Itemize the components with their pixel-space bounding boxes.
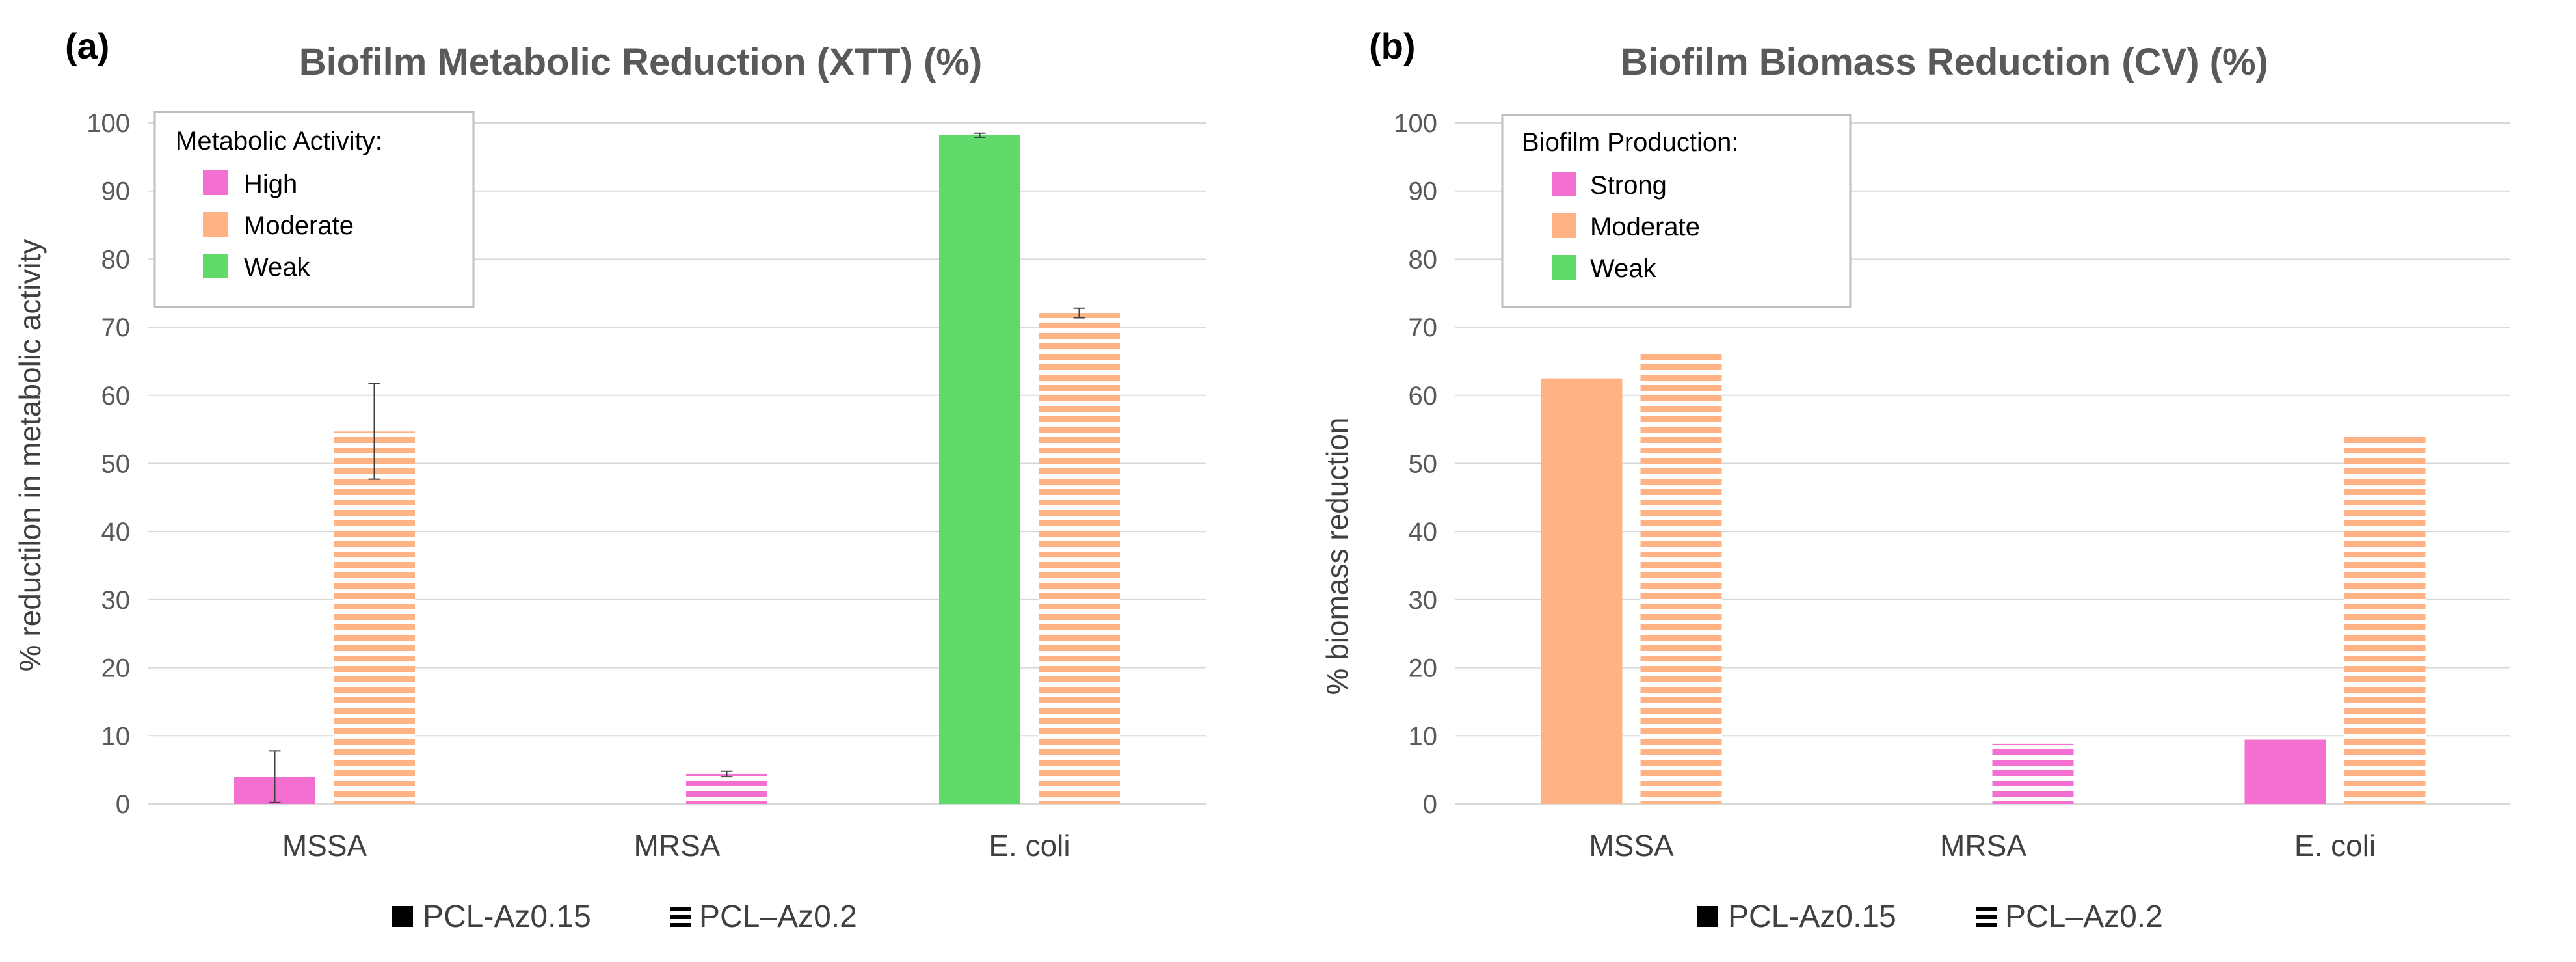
panel-b-legend-label-weak: Weak [1590,254,1657,283]
panel-a-bar-mssa-striped [334,431,415,804]
panel-a-series-label-solid: PCL-Az0.15 [423,900,591,934]
panel-a-series-label-striped: PCL–Az0.2 [699,900,857,934]
panel-a-error-bar [1073,307,1085,319]
panel-b-y-tick-label: 30 [1409,586,1438,615]
panel-a-legend-swatch-moderate [203,212,228,237]
panel-b-y-tick-label: 60 [1409,382,1438,410]
panel-b-legend-label-moderate: Moderate [1590,213,1700,241]
panel-b-bar-ecoli-solid [2244,739,2326,804]
striped-lines-icon [670,907,691,927]
panel-b-y-tick-label: 90 [1409,178,1438,206]
panel-b-bar-mrsa-striped [1992,743,2074,804]
panel-b-bar-mssa-solid [1541,378,1623,804]
panel-a-error-bar [368,383,380,480]
panel-a-series-legend: PCL-Az0.15 PCL–Az0.2 [392,900,857,934]
panel-a-title: Biofilm Metabolic Reduction (XTT) (%) [299,41,982,83]
panel-b-y-tick-label: 0 [1423,790,1437,819]
panel-b-chart: (b) Biofilm Biomass Reduction (CV) (%) %… [1320,25,2510,862]
panel-b-y-axis-label: % biomass reduction [1320,418,1354,695]
striped-lines-icon [1976,907,1997,927]
panel-a-y-tick-label: 100 [86,109,130,138]
panel-a-y-tick-label: 60 [101,382,131,410]
panel-b-title: Biofilm Biomass Reduction (CV) (%) [1621,41,2268,83]
panel-b-y-tick-label: 50 [1409,450,1438,479]
panel-b-legend-swatch-moderate [1552,213,1576,238]
panel-a-error-bar [974,132,986,138]
panel-a-legend: Metabolic Activity: High Moderate Weak [153,111,475,308]
panel-a-legend-label-high: High [244,170,297,198]
panel-a-y-tick-label: 50 [101,450,131,479]
panel-a-legend-title: Metabolic Activity: [176,127,382,155]
panel-a-y-tick-label: 20 [101,654,131,683]
panel-a-y-tick-label: 10 [101,722,131,751]
panel-a-category-label: E. coli [989,829,1070,862]
panel-b-y-tick-label: 80 [1409,245,1438,274]
panel-a-legend-label-moderate: Moderate [244,211,354,240]
panel-a-error-bar [269,750,281,803]
panel-b-category-label: E. coli [2294,829,2376,862]
panel-b-series-label-solid: PCL-Az0.15 [1728,900,1896,934]
panel-a-category-label: MRSA [634,829,721,862]
panel-a-bar-ecoli-solid [939,135,1020,805]
panel-a-error-bar [721,770,733,778]
panel-a-legend-swatch-high [203,170,228,195]
panel-b-label: (b) [1369,25,1416,66]
panel-b-y-tick-label: 70 [1409,314,1438,342]
panel-a-legend-swatch-weak [203,254,228,278]
solid-square-icon [392,906,413,927]
panel-a-y-tick-label: 40 [101,518,131,546]
panel-a-label: (a) [65,25,109,66]
panel-a-y-tick-label: 30 [101,586,131,615]
panel-b-legend: Biofilm Production: Strong Moderate Weak [1501,114,1852,308]
panel-a-category-label: MSSA [282,829,367,862]
panel-b-legend-swatch-strong [1552,172,1576,196]
panel-a-chart: (a) Biofilm Metabolic Reduction (XTT) (%… [13,25,1206,862]
panel-b-y-tick-label: 40 [1409,518,1438,546]
panel-b-bar-ecoli-striped [2344,434,2426,804]
panel-a-y-tick-label: 0 [116,790,130,819]
panel-a-bar-mrsa-striped [686,773,767,804]
panel-b-y-tick-label: 20 [1409,654,1438,683]
panel-a-legend-label-weak: Weak [244,253,311,282]
panel-b-series-label-striped: PCL–Az0.2 [2005,900,2163,934]
solid-square-icon [1697,906,1718,927]
panel-b-y-tick-label: 10 [1409,722,1438,751]
panel-b-legend-swatch-weak [1552,255,1576,280]
panel-b-series-legend: PCL-Az0.15 PCL–Az0.2 [1697,900,2163,934]
panel-a-y-tick-label: 70 [101,314,131,342]
panel-b-bar-mssa-striped [1640,351,1722,804]
panel-b-legend-title: Biofilm Production: [1522,128,1738,157]
panel-b-legend-label-strong: Strong [1590,171,1667,200]
panel-a-bar-ecoli-striped [1039,313,1120,804]
panel-b-y-tick-label: 100 [1394,109,1437,138]
panel-b-category-label: MRSA [1940,829,2026,862]
panel-b-category-label: MSSA [1589,829,1674,862]
panel-a-y-tick-label: 80 [101,245,131,274]
panel-a-y-tick-label: 90 [101,178,131,206]
panel-a-y-axis-label: % reductilon in metabolic activity [13,239,47,672]
